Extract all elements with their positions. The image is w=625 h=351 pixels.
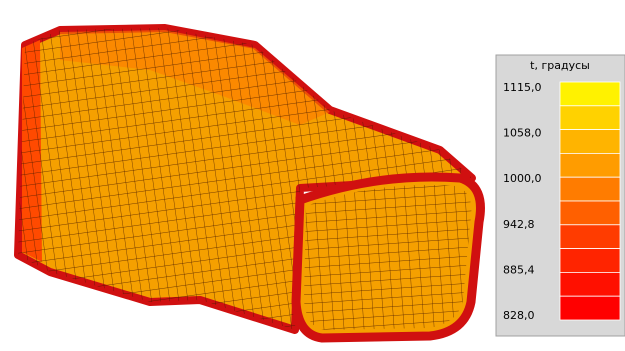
legend-label: 1115,0	[503, 81, 542, 94]
scene: t, градусы 1115,0 1058,0 1000,0 942,8 885,4 8…	[0, 0, 625, 351]
legend-label: 1000,0	[503, 172, 542, 185]
legend-label: 1058,0	[503, 127, 542, 140]
model-end-mesh	[304, 185, 471, 330]
legend-swatch	[560, 130, 620, 154]
legend-label: 885,4	[503, 263, 535, 276]
legend-swatch	[560, 249, 620, 273]
legend-label: 828,0	[503, 309, 535, 322]
legend-swatch	[560, 153, 620, 177]
legend-title: t, градусы	[530, 59, 590, 72]
legend-swatch	[560, 106, 620, 130]
legend-swatches	[560, 82, 620, 320]
legend-swatch	[560, 201, 620, 225]
legend-swatch	[560, 177, 620, 201]
legend: t, градусы 1115,0 1058,0 1000,0 942,8 885,4 8…	[496, 55, 625, 336]
legend-swatch	[560, 296, 620, 320]
legend-label: 942,8	[503, 218, 535, 231]
screenshot: t, градусы 1115,0 1058,0 1000,0 942,8 885,4 8…	[0, 0, 625, 351]
legend-swatch	[560, 272, 620, 296]
legend-swatch	[560, 82, 620, 106]
fem-model	[18, 28, 480, 338]
legend-swatch	[560, 225, 620, 249]
